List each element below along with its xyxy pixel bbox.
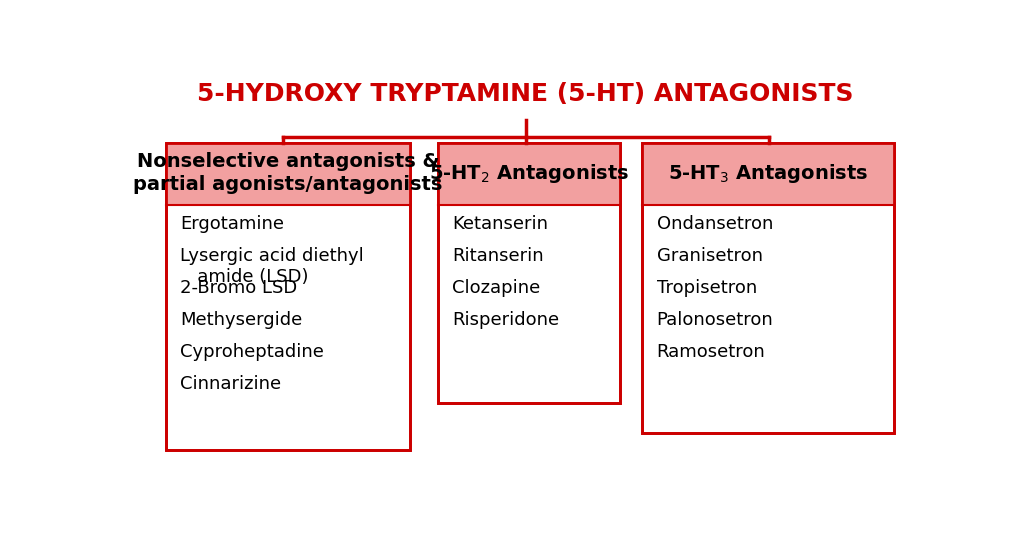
Bar (166, 143, 410, 450)
Text: 5-HT$_2$ Antagonists: 5-HT$_2$ Antagonists (429, 163, 629, 185)
Bar (166, 143, 410, 450)
Text: Nonselective antagonists &: Nonselective antagonists & (136, 152, 439, 171)
Bar (437, 143, 621, 403)
Text: Palonosetron: Palonosetron (656, 311, 773, 329)
Text: Granisetron: Granisetron (656, 247, 763, 265)
Text: Ritanserin: Ritanserin (452, 247, 544, 265)
Bar (642, 143, 894, 432)
Text: Ergotamine: Ergotamine (180, 216, 285, 233)
Text: Clozapine: Clozapine (452, 279, 540, 298)
Text: Lysergic acid diethyl
   amide (LSD): Lysergic acid diethyl amide (LSD) (180, 247, 365, 286)
Bar (437, 143, 621, 205)
Bar (437, 143, 621, 403)
Text: Cinnarizine: Cinnarizine (180, 375, 282, 393)
Text: Methysergide: Methysergide (180, 311, 303, 329)
Text: Cyproheptadine: Cyproheptadine (180, 343, 325, 361)
Bar (166, 143, 410, 205)
Text: 5-HYDROXY TRYPTAMINE (5-HT) ANTAGONISTS: 5-HYDROXY TRYPTAMINE (5-HT) ANTAGONISTS (197, 82, 853, 106)
Text: Tropisetron: Tropisetron (656, 279, 757, 298)
Text: partial agonists/antagonists: partial agonists/antagonists (133, 175, 442, 194)
Text: 5-HT$_3$ Antagonists: 5-HT$_3$ Antagonists (668, 163, 868, 185)
Text: Ketanserin: Ketanserin (452, 216, 548, 233)
Text: 2-Bromo LSD: 2-Bromo LSD (180, 279, 298, 298)
Text: Ondansetron: Ondansetron (656, 216, 773, 233)
Text: Ramosetron: Ramosetron (656, 343, 765, 361)
Text: Risperidone: Risperidone (452, 311, 559, 329)
Bar (642, 143, 894, 432)
Bar (642, 143, 894, 205)
